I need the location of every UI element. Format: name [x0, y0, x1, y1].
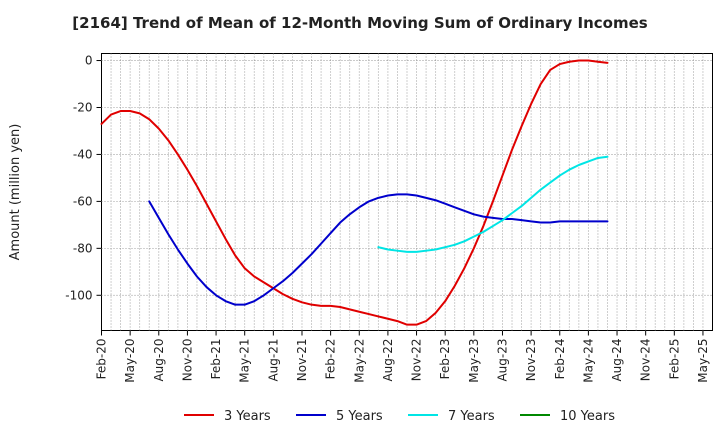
x-tick-label: Nov-22: [410, 339, 424, 382]
y-tick-label: -80: [73, 241, 93, 255]
series-line-3-years: [100, 59, 609, 326]
y-axis-ticks: 0 -20 -40 -60 -80 -100: [65, 54, 102, 302]
x-tick-label: May-20: [123, 339, 137, 383]
y-tick-label: -60: [73, 194, 93, 208]
x-tick-label: Feb-24: [553, 339, 567, 380]
series-line-7-years: [377, 155, 609, 253]
series-line-5-years: [148, 193, 609, 306]
x-axis-ticks: Feb-20 May-20 Aug-20 Nov-20 Feb-21 May-21 Aug-…: [95, 330, 710, 383]
y-tick-label: -100: [65, 288, 92, 302]
legend-label: 5 Years: [336, 409, 383, 424]
x-tick-label: Aug-20: [152, 339, 166, 382]
x-tick-label: Nov-20: [180, 339, 194, 382]
x-tick-label: Feb-22: [324, 339, 338, 380]
y-tick-label: 0: [85, 54, 93, 68]
x-tick-label: May-24: [581, 339, 595, 383]
x-tick-label: May-25: [696, 339, 710, 383]
y-tick-label: -40: [73, 147, 93, 161]
series-layer: [100, 59, 609, 326]
x-tick-label: Feb-21: [209, 339, 223, 380]
x-tick-label: May-21: [238, 339, 252, 383]
y-tick-label: -20: [73, 100, 93, 114]
x-tick-label: Aug-24: [610, 339, 624, 382]
legend: 3 Years 5 Years 7 Years 10 Years: [184, 409, 615, 424]
x-tick-label: Aug-23: [495, 339, 509, 382]
y-axis-title: Amount (million yen): [8, 124, 23, 261]
chart-title: [2164] Trend of Mean of 12-Month Moving …: [72, 14, 648, 32]
legend-label: 10 Years: [560, 409, 615, 424]
grid-layer: [101, 53, 713, 331]
x-tick-label: Nov-23: [524, 339, 538, 382]
x-tick-label: Feb-20: [95, 339, 109, 380]
legend-label: 3 Years: [224, 409, 271, 424]
x-tick-label: Feb-25: [667, 339, 681, 380]
x-tick-label: May-23: [467, 339, 481, 383]
x-tick-label: Aug-21: [266, 339, 280, 382]
legend-label: 7 Years: [448, 409, 495, 424]
x-tick-label: Nov-24: [639, 339, 653, 382]
x-tick-label: Feb-23: [438, 339, 452, 380]
x-tick-label: Nov-21: [295, 339, 309, 382]
x-tick-label: May-22: [352, 339, 366, 383]
x-tick-label: Aug-22: [381, 339, 395, 382]
